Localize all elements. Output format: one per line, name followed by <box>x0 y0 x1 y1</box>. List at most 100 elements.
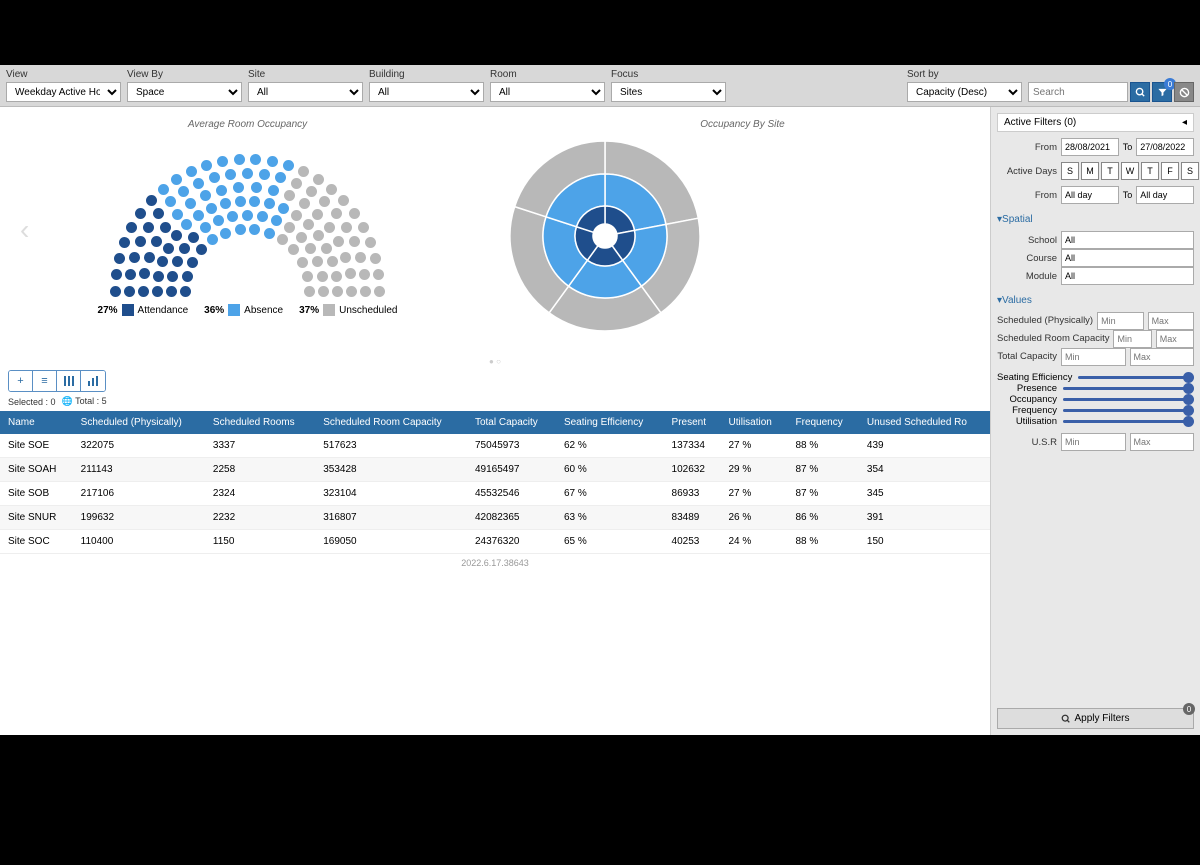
day-button[interactable]: S <box>1181 162 1199 180</box>
slider[interactable] <box>1063 420 1194 423</box>
table-row[interactable]: Site SOB21710623243231044553254667 %8693… <box>0 482 990 506</box>
search-button[interactable] <box>1130 82 1150 102</box>
hemicycle-dot <box>249 196 260 207</box>
slider-thumb[interactable] <box>1183 394 1194 405</box>
table-header[interactable]: Name <box>0 411 73 434</box>
table-row[interactable]: Site SOAH21114322583534284916549760 %102… <box>0 458 990 482</box>
hemicycle-dot <box>296 232 307 243</box>
side-panel: Active Filters (0) ◂ From To Active Days… <box>990 107 1200 735</box>
day-button[interactable]: S <box>1061 162 1079 180</box>
day-button[interactable]: M <box>1081 162 1099 180</box>
spatial-section: ▾Spatial <box>997 214 1194 225</box>
sortby-select[interactable]: Capacity (Desc) <box>907 82 1022 102</box>
block-button[interactable] <box>1174 82 1194 102</box>
day-button[interactable]: T <box>1141 162 1159 180</box>
table-header[interactable]: Seating Efficiency <box>556 411 664 434</box>
hemicycle-dot <box>167 271 178 282</box>
table-header[interactable]: Present <box>664 411 721 434</box>
add-button[interactable]: + <box>9 371 33 391</box>
day-button[interactable]: T <box>1101 162 1119 180</box>
spatial-input[interactable] <box>1061 267 1194 285</box>
max-input[interactable] <box>1148 312 1194 330</box>
day-button[interactable]: W <box>1121 162 1139 180</box>
max-input[interactable] <box>1130 348 1195 366</box>
list-button[interactable]: ≡ <box>33 371 57 391</box>
hemicycle-dot <box>135 208 146 219</box>
hemicycle-dot <box>144 252 155 263</box>
hemicycle-dot <box>288 244 299 255</box>
room-select[interactable]: All <box>490 82 605 102</box>
filter-bar: View Weekday Active Hours View By Space … <box>0 65 1200 107</box>
hemicycle-dot <box>146 195 157 206</box>
hemicycle-dot <box>341 222 352 233</box>
active-days-row: Active Days SMTWTFS <box>997 162 1194 180</box>
slider-thumb[interactable] <box>1183 372 1194 383</box>
active-filters-bar[interactable]: Active Filters (0) ◂ <box>997 113 1194 132</box>
min-input[interactable] <box>1061 348 1126 366</box>
hemicycle-dot <box>359 269 370 280</box>
building-select[interactable]: All <box>369 82 484 102</box>
hemicycle-dot <box>312 209 323 220</box>
table-header[interactable]: Utilisation <box>721 411 788 434</box>
hemicycle-dot <box>264 228 275 239</box>
max-input[interactable] <box>1156 330 1194 348</box>
hemicycle-dot <box>125 269 136 280</box>
hemicycle-dot <box>370 253 381 264</box>
slider[interactable] <box>1063 409 1194 412</box>
to-date-input[interactable] <box>1136 138 1194 156</box>
min-input[interactable] <box>1097 312 1143 330</box>
slider[interactable] <box>1063 387 1194 390</box>
hemicycle-dot <box>271 215 282 226</box>
filter-room: Room All <box>490 69 605 102</box>
slider-row: Presence <box>997 383 1194 394</box>
hemicycle-dot <box>220 198 231 209</box>
filter-button[interactable]: 0 <box>1152 82 1172 102</box>
time-from-input[interactable] <box>1061 186 1119 204</box>
usr-min-input[interactable] <box>1061 433 1126 451</box>
from-date-input[interactable] <box>1061 138 1119 156</box>
hemicycle-dot <box>126 222 137 233</box>
view-select[interactable]: Weekday Active Hours <box>6 82 121 102</box>
table-header[interactable]: Scheduled Rooms <box>205 411 315 434</box>
table-row[interactable]: Site SNUR19963222323168074208236563 %834… <box>0 506 990 530</box>
table-header[interactable]: Frequency <box>788 411 859 434</box>
table-header[interactable]: Scheduled (Physically) <box>73 411 205 434</box>
slider[interactable] <box>1078 376 1194 379</box>
prev-chevron-icon[interactable]: ‹ <box>20 214 29 246</box>
min-input[interactable] <box>1113 330 1151 348</box>
search-input[interactable] <box>1028 82 1128 102</box>
columns-button[interactable] <box>57 371 81 391</box>
charts-row: ‹ Average Room Occupancy 27%Attendance36… <box>0 107 990 353</box>
slider[interactable] <box>1063 398 1194 401</box>
slider-thumb[interactable] <box>1183 416 1194 427</box>
hemicycle-dot <box>233 182 244 193</box>
slider-thumb[interactable] <box>1183 405 1194 416</box>
focus-select[interactable]: Sites <box>611 82 726 102</box>
hemicycle-dot <box>331 271 342 282</box>
spatial-input[interactable] <box>1061 249 1194 267</box>
hemicycle-dot <box>365 237 376 248</box>
site-select[interactable]: All <box>248 82 363 102</box>
hemicycle-dot <box>206 203 217 214</box>
usr-max-input[interactable] <box>1130 433 1195 451</box>
table-header[interactable]: Scheduled Room Capacity <box>315 411 467 434</box>
table-header[interactable]: Unused Scheduled Ro <box>859 411 990 434</box>
slider-thumb[interactable] <box>1183 383 1194 394</box>
time-to-input[interactable] <box>1136 186 1194 204</box>
apply-filters-button[interactable]: Apply Filters 0 <box>997 708 1194 729</box>
hemicycle-dot <box>138 286 149 297</box>
hemicycle-dot <box>242 210 253 221</box>
day-button[interactable]: F <box>1161 162 1179 180</box>
hemicycle-dot <box>346 286 357 297</box>
table-header[interactable]: Total Capacity <box>467 411 556 434</box>
collapse-icon[interactable]: ◂ <box>1182 117 1187 128</box>
filter-view: View Weekday Active Hours <box>6 69 121 102</box>
hemicycle-dot <box>163 243 174 254</box>
viewby-select[interactable]: Space <box>127 82 242 102</box>
hemicycle-dot <box>129 252 140 263</box>
hemicycle-dot <box>209 172 220 183</box>
spatial-input[interactable] <box>1061 231 1194 249</box>
table-row[interactable]: Site SOE32207533375176237504597362 %1373… <box>0 434 990 458</box>
chart-button[interactable] <box>81 371 105 391</box>
table-row[interactable]: Site SOC11040011501690502437632065 %4025… <box>0 530 990 554</box>
